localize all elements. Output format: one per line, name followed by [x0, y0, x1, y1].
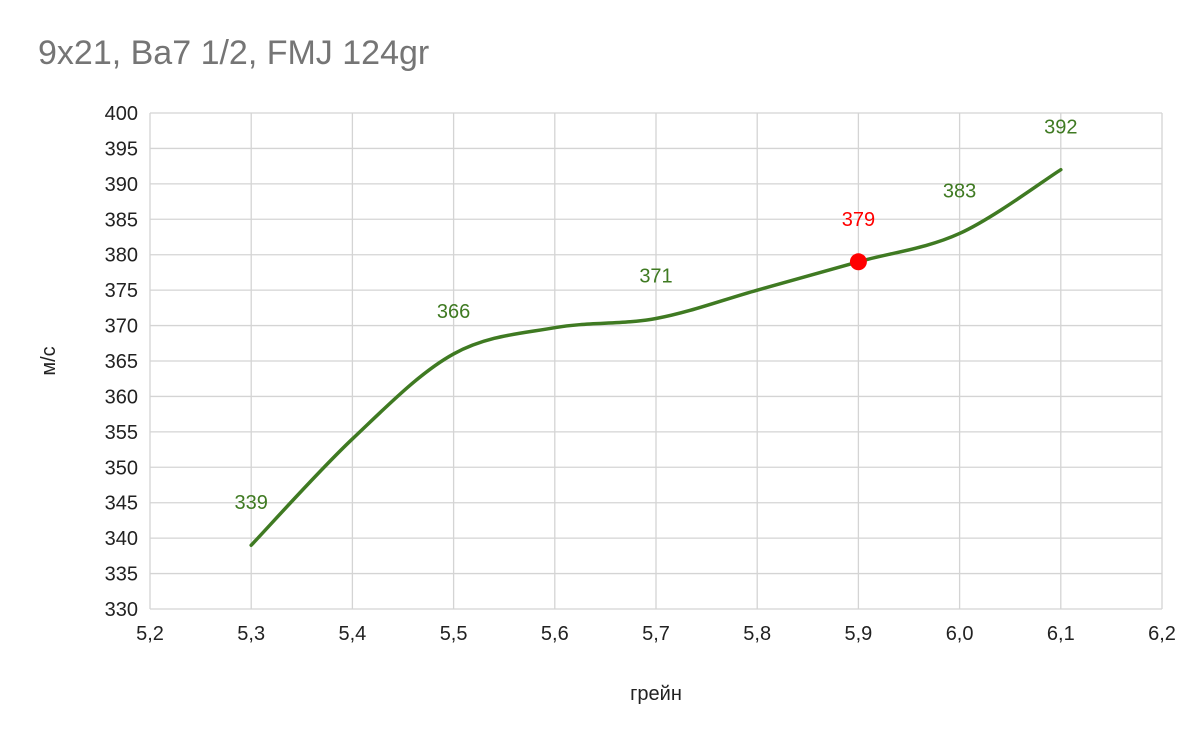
data-label: 339	[235, 492, 268, 514]
highlight-point-marker	[849, 253, 867, 271]
data-label: 392	[1044, 117, 1077, 139]
x-axis-ticks: 5,2 5,3 5,4 5,5 5,6 5,7 5,8 5,9 6,0 6,1 6,2	[136, 623, 1176, 645]
y-tick-label: 380	[105, 245, 138, 267]
y-tick-label: 335	[105, 564, 138, 586]
x-tick-label: 5,8	[743, 623, 771, 645]
y-tick-label: 355	[105, 422, 138, 444]
data-label: 366	[437, 301, 470, 323]
y-tick-label: 370	[105, 316, 138, 338]
x-tick-label: 6,1	[1047, 623, 1075, 645]
y-tick-label: 395	[105, 138, 138, 160]
y-tick-label: 345	[105, 493, 138, 515]
data-label: 371	[639, 265, 672, 287]
x-tick-label: 5,3	[237, 623, 265, 645]
x-tick-label: 5,4	[338, 623, 366, 645]
y-tick-label: 350	[105, 457, 138, 479]
y-axis-ticks: 330 335 340 345 350 355 360 365 370 375 380 385 390 3…	[105, 103, 138, 621]
x-tick-label: 5,9	[844, 623, 872, 645]
x-tick-label: 5,6	[541, 623, 569, 645]
data-markers	[849, 253, 867, 271]
x-tick-label: 6,0	[946, 623, 974, 645]
y-tick-label: 390	[105, 174, 138, 196]
x-tick-label: 5,5	[440, 623, 468, 645]
y-tick-label: 365	[105, 351, 138, 373]
y-tick-label: 330	[105, 599, 138, 621]
x-axis-label: грейн	[630, 683, 682, 705]
y-tick-label: 400	[105, 103, 138, 125]
y-tick-label: 385	[105, 209, 138, 231]
grid-lines	[149, 112, 1163, 610]
x-tick-label: 5,7	[642, 623, 670, 645]
data-label: 379	[842, 209, 875, 231]
x-tick-label: 5,2	[136, 623, 164, 645]
x-tick-label: 6,2	[1148, 623, 1176, 645]
y-tick-label: 360	[105, 386, 138, 408]
y-tick-label: 340	[105, 528, 138, 550]
series-line	[249, 167, 1063, 547]
chart-title: 9x21, Ва7 1/2, FMJ 124gr	[38, 34, 430, 72]
data-labels: 339 366 371 379 383 392	[235, 117, 1078, 515]
y-axis-label: м/с	[38, 346, 60, 375]
data-label: 383	[943, 180, 976, 202]
y-tick-label: 375	[105, 280, 138, 302]
